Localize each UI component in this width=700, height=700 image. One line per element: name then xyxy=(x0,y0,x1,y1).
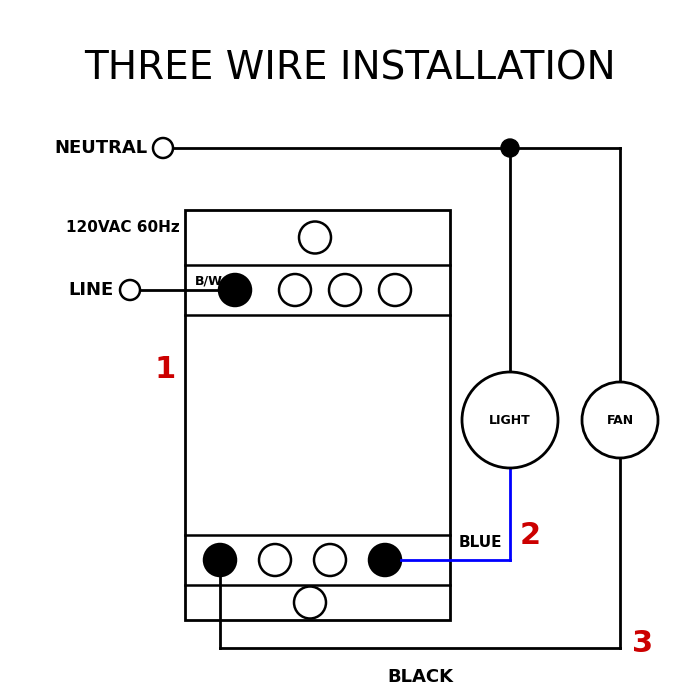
Circle shape xyxy=(120,280,140,300)
Circle shape xyxy=(204,544,236,576)
Circle shape xyxy=(582,382,658,458)
Bar xyxy=(185,210,450,620)
Text: NEUTRAL: NEUTRAL xyxy=(54,139,147,157)
Circle shape xyxy=(299,221,331,253)
Text: THREE WIRE INSTALLATION: THREE WIRE INSTALLATION xyxy=(84,49,616,87)
Text: BLACK: BLACK xyxy=(387,668,453,686)
Text: 2: 2 xyxy=(520,521,541,550)
Circle shape xyxy=(501,139,519,157)
Circle shape xyxy=(379,274,411,306)
Circle shape xyxy=(219,274,251,306)
Text: 120VAC 60Hz: 120VAC 60Hz xyxy=(66,220,180,235)
Circle shape xyxy=(329,274,361,306)
Circle shape xyxy=(369,544,401,576)
Circle shape xyxy=(462,372,558,468)
Circle shape xyxy=(259,544,291,576)
Text: LINE: LINE xyxy=(69,281,114,299)
Text: 1: 1 xyxy=(155,356,176,384)
Circle shape xyxy=(314,544,346,576)
Text: B/W: B/W xyxy=(195,274,223,287)
Text: FAN: FAN xyxy=(606,414,634,426)
Circle shape xyxy=(294,587,326,619)
Circle shape xyxy=(279,274,311,306)
Text: 3: 3 xyxy=(632,629,653,657)
Text: BLUE: BLUE xyxy=(458,535,502,550)
Circle shape xyxy=(153,138,173,158)
Text: LIGHT: LIGHT xyxy=(489,414,531,426)
